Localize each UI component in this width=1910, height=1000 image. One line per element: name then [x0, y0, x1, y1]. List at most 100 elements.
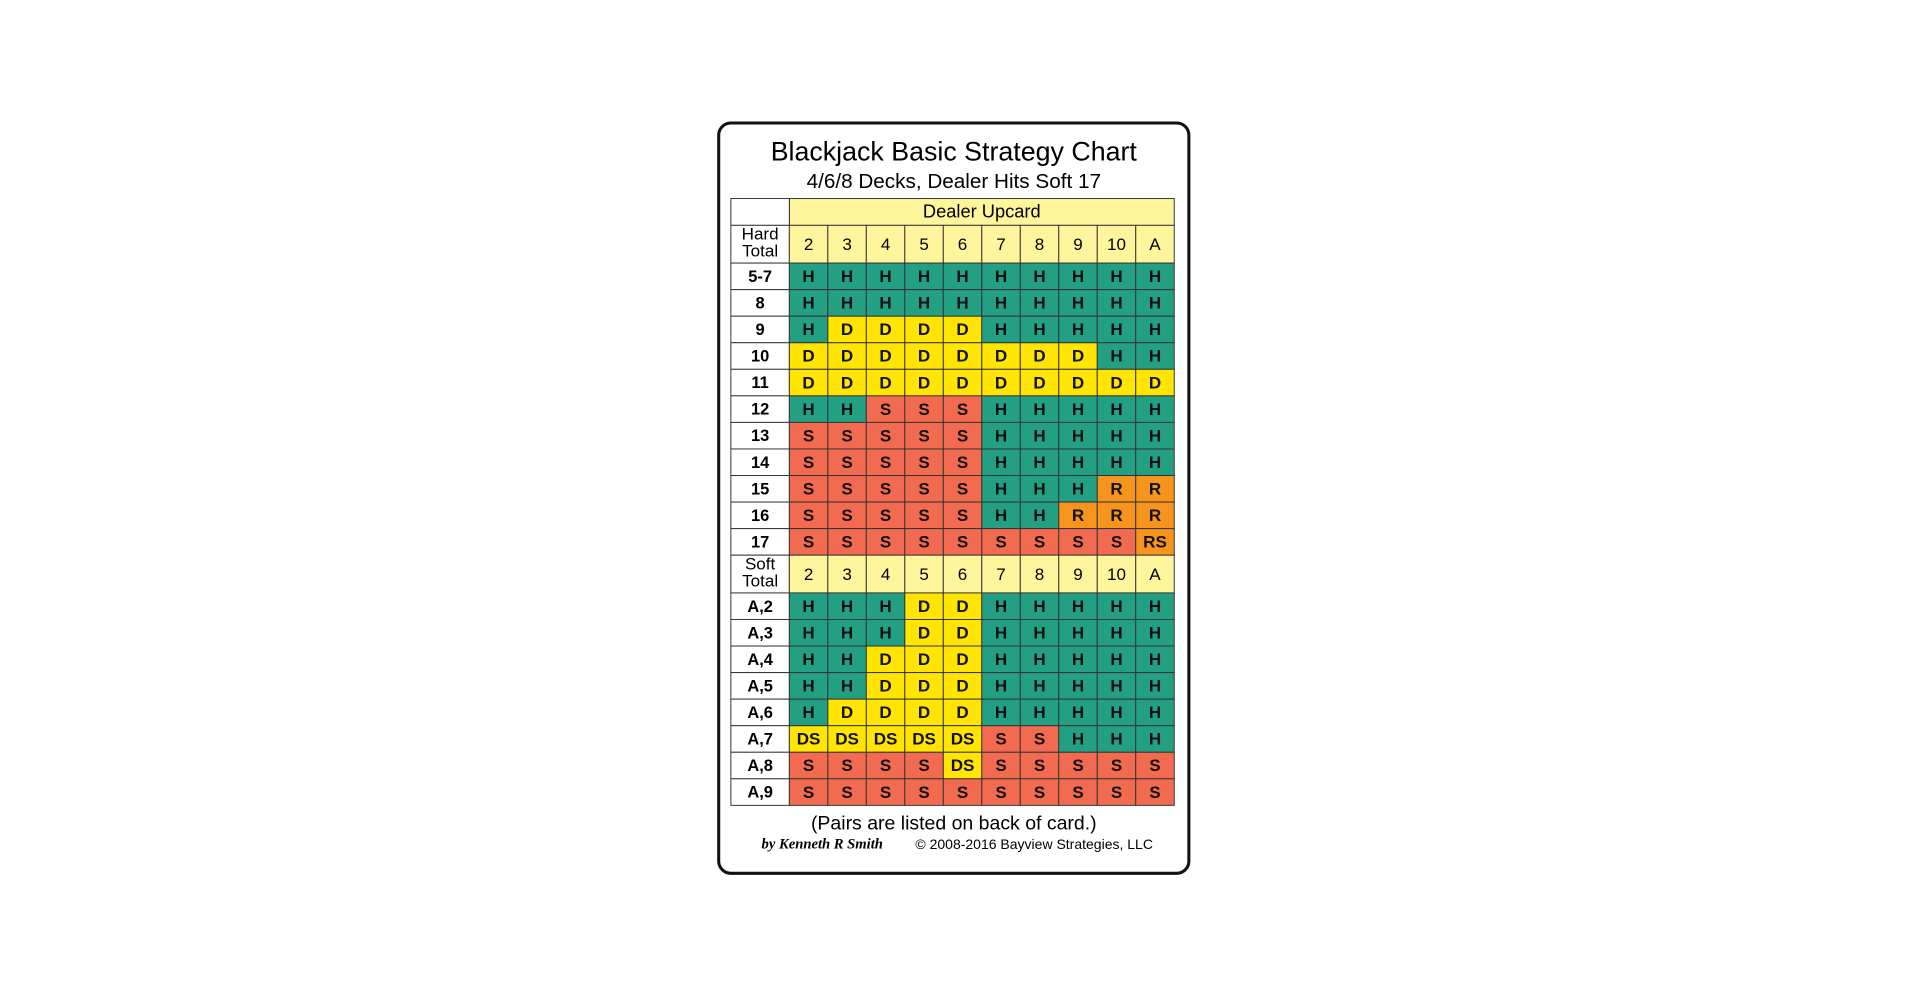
action: S: [880, 533, 891, 552]
action-cell: [827, 315, 867, 344]
action: H: [1033, 294, 1045, 313]
action: H: [1033, 597, 1045, 616]
row-label: 11: [751, 374, 768, 392]
column-header: 9: [1073, 565, 1082, 584]
action-cell: [827, 448, 867, 477]
title: Blackjack Basic Strategy Chart: [771, 137, 1138, 167]
column-header: 2: [804, 235, 813, 254]
action-cell: [1135, 289, 1175, 317]
column-header-cell: [788, 554, 829, 594]
action-cell: [1019, 698, 1060, 727]
action: S: [1072, 756, 1083, 775]
action: S: [957, 533, 968, 552]
action: H: [995, 597, 1007, 616]
action-cell: [942, 778, 983, 806]
action-cell: [1135, 619, 1175, 647]
column-header: 3: [842, 235, 851, 254]
action-cell: [827, 342, 867, 370]
action: D: [1072, 347, 1084, 366]
action: H: [1072, 294, 1084, 313]
action-cell: [827, 395, 867, 423]
action-cell: [1135, 645, 1175, 674]
action-cell: [904, 725, 944, 753]
action-cell: [1019, 645, 1060, 674]
action: S: [957, 480, 968, 499]
action: S: [918, 533, 929, 552]
column-header-cell: [1135, 554, 1175, 594]
action: H: [802, 294, 814, 313]
column-header: 4: [881, 235, 890, 254]
action-cell: [788, 501, 829, 530]
action-cell: [981, 475, 1021, 503]
row-label: A,8: [747, 757, 773, 775]
action: DS: [874, 730, 898, 749]
action: H: [1149, 650, 1161, 669]
action-cell: [788, 619, 829, 647]
action: S: [995, 730, 1006, 749]
action-cell: [942, 368, 983, 397]
action-cell: [904, 475, 944, 503]
action: D: [841, 320, 853, 339]
action: H: [1072, 320, 1084, 339]
action-cell: [981, 262, 1021, 291]
row-label: A,6: [747, 704, 773, 722]
action: H: [802, 267, 814, 286]
action: D: [879, 347, 891, 366]
action: S: [803, 453, 814, 472]
action-cell: [1096, 262, 1137, 291]
action: D: [956, 597, 968, 616]
action: D: [879, 320, 891, 339]
action-cell: [942, 475, 983, 503]
row-label: A,5: [747, 677, 773, 695]
action: H: [1149, 347, 1161, 366]
action: S: [1111, 756, 1122, 775]
action-cell: [1096, 528, 1137, 556]
action: S: [880, 783, 891, 802]
action: D: [995, 347, 1007, 366]
action-cell: [1058, 698, 1098, 727]
action-cell: [1096, 448, 1137, 477]
action: H: [1072, 677, 1084, 696]
action: H: [1033, 650, 1045, 669]
action-cell: [942, 645, 983, 674]
action-cell: [904, 751, 944, 780]
row-label-cell: [730, 528, 790, 556]
action: S: [918, 480, 929, 499]
action-cell: [1058, 475, 1098, 503]
action: S: [803, 506, 814, 525]
action: H: [1033, 426, 1045, 445]
row-label: 10: [751, 348, 769, 366]
action: S: [1072, 783, 1083, 802]
action-cell: [788, 672, 829, 700]
action-cell: [904, 289, 944, 317]
action-cell: [865, 421, 906, 450]
row-label: 17: [751, 533, 769, 551]
footer-note: (Pairs are listed on back of card.): [811, 813, 1097, 835]
action-cell: [1096, 421, 1137, 450]
action: R: [1149, 506, 1161, 525]
row-label-cell: [730, 592, 790, 620]
action-cell: [981, 645, 1021, 674]
action: H: [1033, 400, 1045, 419]
action: H: [1149, 677, 1161, 696]
action-cell: [1096, 289, 1137, 317]
action-cell: [865, 289, 906, 317]
column-header-cell: [1058, 554, 1098, 594]
action-cell: [865, 725, 906, 753]
action: D: [918, 677, 930, 696]
action: S: [1034, 756, 1045, 775]
action: S: [803, 533, 814, 552]
action-cell: [981, 725, 1021, 753]
action: H: [802, 703, 814, 722]
action: H: [1110, 426, 1122, 445]
action: H: [995, 623, 1007, 642]
action-cell: [1019, 448, 1060, 477]
action: D: [918, 597, 930, 616]
action-cell: [1135, 528, 1175, 556]
action: S: [880, 480, 891, 499]
action-cell: [1058, 528, 1098, 556]
action: S: [1111, 783, 1122, 802]
row-label-cell: [730, 315, 790, 344]
action: H: [841, 400, 853, 419]
